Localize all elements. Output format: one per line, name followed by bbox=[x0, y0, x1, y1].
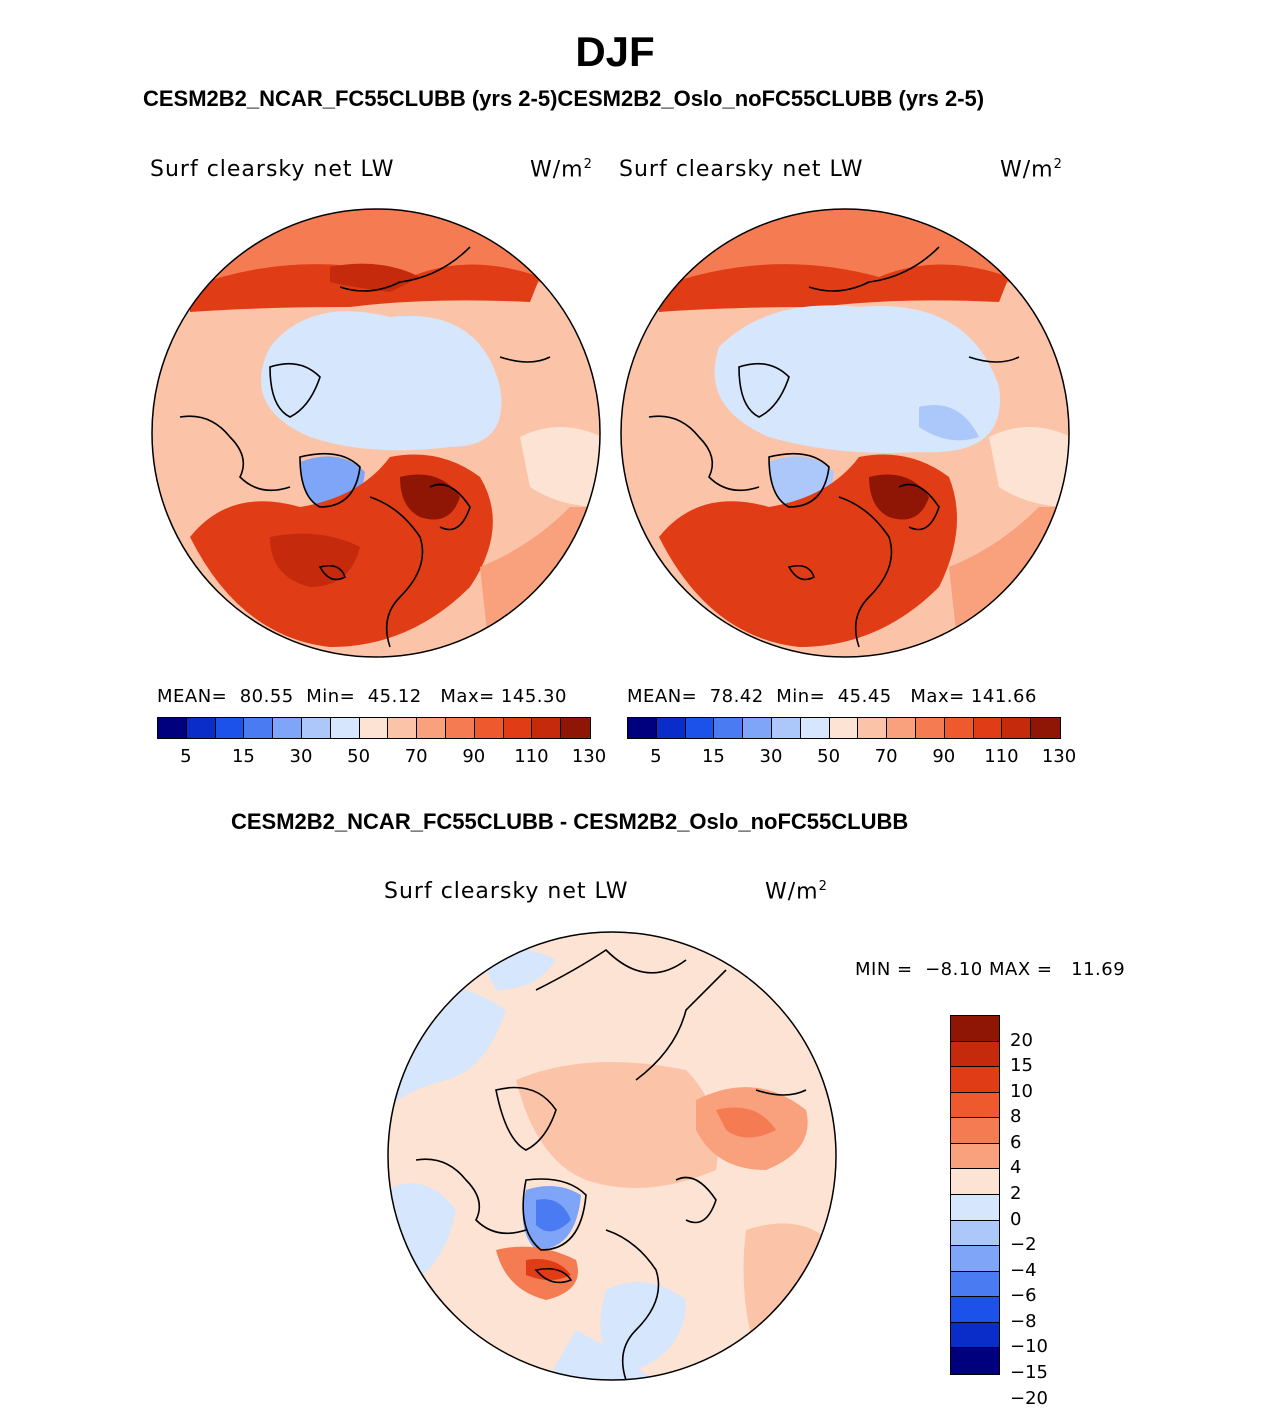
colorbar-swatch bbox=[561, 718, 590, 738]
colorbar-tick-label: 130 bbox=[571, 746, 607, 767]
colorbar-swatch bbox=[714, 718, 744, 738]
colorbar-swatch bbox=[1002, 718, 1032, 738]
colorbar-tick-label: −8 bbox=[1010, 1310, 1037, 1332]
colorbar-swatch bbox=[951, 1246, 999, 1272]
colorbar-swatch bbox=[915, 718, 945, 738]
case-header: CESM2B2_NCAR_FC55CLUBB (yrs 2-5)CESM2B2_… bbox=[143, 86, 985, 111]
colorbar-tick-label: −4 bbox=[1010, 1259, 1037, 1281]
colorbar-swatch bbox=[887, 718, 916, 738]
colorbar-tick-label: 50 bbox=[817, 746, 841, 767]
colorbar-swatch bbox=[474, 718, 504, 738]
colorbar-tick-label: 15 bbox=[1010, 1055, 1033, 1077]
colorbar-tick-label: −15 bbox=[1010, 1362, 1048, 1383]
colorbar-tick-label: −6 bbox=[1010, 1285, 1037, 1307]
season-title: DJF bbox=[575, 28, 655, 75]
colorbar-swatch bbox=[951, 1322, 999, 1349]
colorbar-swatch bbox=[858, 718, 888, 738]
panel2-colorbar bbox=[627, 717, 1061, 739]
colorbar-swatch bbox=[628, 718, 657, 738]
colorbar-swatch bbox=[973, 718, 1003, 738]
diff-stats: MIN = −8.10 MAX = 11.69 bbox=[855, 959, 1126, 980]
colorbar-swatch bbox=[158, 718, 187, 738]
colorbar-swatch bbox=[951, 1169, 999, 1195]
panel1-colorbar bbox=[157, 717, 591, 739]
diff-header: CESM2B2_NCAR_FC55CLUBB - CESM2B2_Oslo_no… bbox=[231, 809, 909, 834]
colorbar-tick-label: 5 bbox=[180, 746, 192, 767]
diff-colorbar-ticks: 20 15 10 8 6 4 2 0 −2 −4 −6 −8 −10 −15 −20 bbox=[1010, 1015, 1090, 1409]
colorbar-tick-label: 0 bbox=[1010, 1208, 1022, 1230]
colorbar-swatch bbox=[771, 718, 801, 738]
colorbar-swatch bbox=[800, 718, 830, 738]
colorbar-tick-label: −20 bbox=[1010, 1387, 1048, 1409]
diff-variable: Surf clearsky net LW bbox=[384, 879, 629, 904]
colorbar-tick-label: 20 bbox=[1010, 1029, 1033, 1051]
colorbar-swatch bbox=[829, 718, 859, 738]
colorbar-tick-label: 6 bbox=[1010, 1131, 1022, 1153]
colorbar-swatch bbox=[951, 1348, 999, 1374]
colorbar-tick-label: 2 bbox=[1010, 1183, 1022, 1204]
colorbar-swatch bbox=[951, 1016, 999, 1042]
panel2-variable: Surf clearsky net LW bbox=[619, 157, 864, 182]
colorbar-swatch bbox=[951, 1271, 999, 1298]
colorbar-swatch bbox=[359, 718, 389, 738]
panel2-colorbar-ticks: 5 15 30 50 70 90 110 130 bbox=[627, 746, 1076, 770]
panel2-stats: MEAN= 78.42 Min= 45.45 Max= 141.66 bbox=[627, 686, 1037, 707]
panel2-units: W/m2 bbox=[1000, 157, 1063, 183]
colorbar-tick-label: 90 bbox=[932, 746, 956, 767]
colorbar-swatch bbox=[532, 718, 562, 738]
colorbar-swatch bbox=[215, 718, 245, 738]
panel1-colorbar-ticks: 5 15 30 50 70 90 110 130 bbox=[157, 746, 606, 770]
colorbar-swatch bbox=[656, 718, 686, 738]
colorbar-swatch bbox=[951, 1092, 999, 1119]
colorbar-swatch bbox=[951, 1118, 999, 1144]
colorbar-swatch bbox=[951, 1297, 999, 1323]
colorbar-swatch bbox=[503, 718, 533, 738]
colorbar-swatch bbox=[951, 1220, 999, 1247]
colorbar-swatch bbox=[951, 1041, 999, 1068]
colorbar-swatch bbox=[951, 1194, 999, 1221]
colorbar-swatch bbox=[951, 1143, 999, 1170]
diff-units: W/m2 bbox=[765, 879, 828, 905]
colorbar-swatch bbox=[445, 718, 475, 738]
panel1-stats: MEAN= 80.55 Min= 45.12 Max= 145.30 bbox=[157, 686, 567, 707]
diff-colorbar bbox=[950, 1015, 1000, 1375]
colorbar-tick-label: 5 bbox=[650, 746, 662, 767]
colorbar-tick-label: 130 bbox=[1041, 746, 1077, 767]
colorbar-tick-label: 110 bbox=[514, 746, 549, 767]
colorbar-tick-label: 90 bbox=[462, 746, 486, 767]
colorbar-tick-label: 110 bbox=[984, 746, 1019, 767]
panel2-polar-map bbox=[620, 208, 1070, 658]
colorbar-tick-label: 8 bbox=[1010, 1106, 1022, 1128]
colorbar-tick-label: 30 bbox=[759, 746, 783, 767]
colorbar-swatch bbox=[244, 718, 274, 738]
colorbar-tick-label: −2 bbox=[1010, 1234, 1037, 1256]
colorbar-swatch bbox=[417, 718, 446, 738]
colorbar-tick-label: 15 bbox=[701, 746, 725, 767]
colorbar-swatch bbox=[944, 718, 974, 738]
panel1-variable: Surf clearsky net LW bbox=[150, 157, 395, 182]
colorbar-swatch bbox=[186, 718, 216, 738]
colorbar-tick-label: −10 bbox=[1010, 1336, 1048, 1358]
colorbar-swatch bbox=[388, 718, 418, 738]
colorbar-swatch bbox=[951, 1067, 999, 1093]
colorbar-tick-label: 10 bbox=[1010, 1080, 1033, 1102]
panel1-polar-map bbox=[151, 208, 601, 658]
colorbar-swatch bbox=[1031, 718, 1060, 738]
diff-polar-map bbox=[387, 931, 837, 1381]
colorbar-tick-label: 30 bbox=[289, 746, 313, 767]
colorbar-swatch bbox=[301, 718, 331, 738]
colorbar-swatch bbox=[743, 718, 772, 738]
colorbar-swatch bbox=[330, 718, 360, 738]
colorbar-tick-label: 4 bbox=[1010, 1157, 1022, 1179]
colorbar-swatch bbox=[273, 718, 302, 738]
colorbar-tick-label: 70 bbox=[404, 746, 428, 767]
colorbar-tick-label: 70 bbox=[874, 746, 898, 767]
panel1-units: W/m2 bbox=[530, 157, 593, 183]
colorbar-tick-label: 50 bbox=[347, 746, 371, 767]
colorbar-tick-label: 15 bbox=[231, 746, 255, 767]
colorbar-swatch bbox=[685, 718, 715, 738]
